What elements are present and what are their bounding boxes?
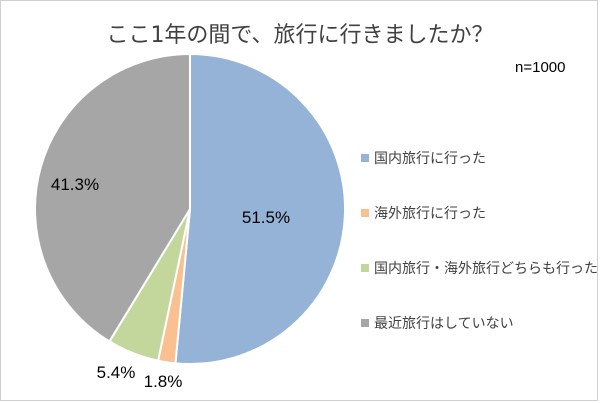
legend-marker-3: [361, 264, 369, 272]
chart-legend: 国内旅行に行った海外旅行に行った国内旅行・海外旅行どちらも行った最近旅行はしてい…: [361, 151, 598, 332]
legend-marker-2: [361, 209, 369, 217]
chart-title: ここ1年の間で、旅行に行きましたか？: [106, 23, 493, 48]
data-label-2: 1.8%: [144, 372, 183, 391]
legend-label-3: 国内旅行・海外旅行どちらも行った: [374, 261, 598, 277]
data-label-4: 41.3%: [51, 175, 99, 194]
pie-data-labels: 51.5% 1.8% 5.4% 41.3%: [51, 175, 290, 391]
legend-marker-1: [361, 154, 369, 162]
data-label-3: 5.4%: [97, 363, 136, 382]
pie-slice-4: [34, 52, 191, 343]
sample-size-note: n=1000: [515, 59, 565, 76]
legend-label-1: 国内旅行に行った: [374, 151, 486, 167]
data-label-1: 51.5%: [242, 208, 290, 227]
pie-slice-1: [174, 52, 347, 365]
legend-label-2: 海外旅行に行った: [374, 206, 486, 222]
legend-label-4: 最近旅行はしていない: [374, 316, 514, 332]
legend-marker-4: [361, 319, 369, 327]
pie-slices: [34, 52, 347, 365]
